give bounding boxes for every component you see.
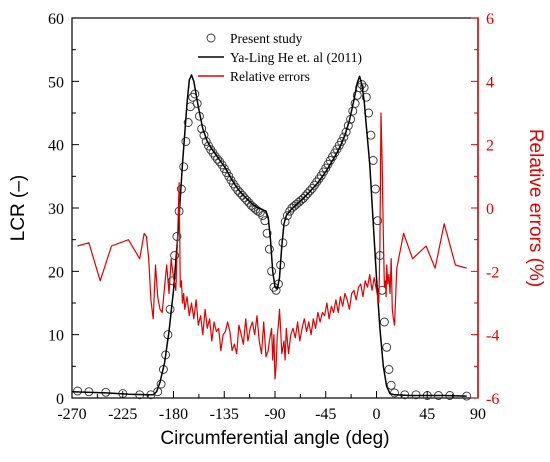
- legend-label: Ya-Ling He et. al (2011): [230, 50, 362, 65]
- y-left-tick-label: 40: [48, 138, 64, 155]
- data-point: [262, 228, 272, 238]
- data-point: [361, 92, 371, 102]
- data-point: [206, 145, 216, 155]
- legend-label: Relative errors: [230, 69, 310, 84]
- x-tick-label: 90: [470, 406, 486, 423]
- y-axis-title-left: LCR (–): [8, 175, 29, 242]
- x-tick-label: -45: [315, 406, 336, 423]
- data-point: [183, 118, 193, 127]
- x-tick-label: 45: [419, 406, 435, 423]
- series-reference-line: [71, 74, 467, 397]
- x-tick-label: -180: [159, 406, 188, 423]
- y-left-tick-label: 20: [48, 264, 64, 281]
- y-right-tick-label: -6: [486, 391, 499, 408]
- data-point: [370, 184, 380, 194]
- data-point: [300, 191, 310, 201]
- data-point: [258, 211, 268, 221]
- data-point: [208, 148, 218, 158]
- x-tick-label: -90: [264, 406, 285, 423]
- data-point: [303, 188, 313, 198]
- x-tick-label: -270: [57, 406, 86, 423]
- data-point: [359, 83, 369, 93]
- data-point: [240, 193, 249, 203]
- data-point: [231, 182, 240, 192]
- data-point: [314, 174, 324, 184]
- legend-swatch-present-study: [206, 33, 216, 43]
- data-point: [390, 388, 399, 398]
- y-right-tick-label: -2: [486, 264, 499, 281]
- series-layer: [71, 74, 472, 401]
- data-point: [233, 185, 243, 195]
- data-point: [179, 162, 189, 172]
- data-point: [282, 211, 292, 221]
- data-point: [73, 386, 83, 396]
- y-left-tick-label: 60: [48, 11, 64, 28]
- data-point: [341, 127, 351, 137]
- y-right-tick-label: 6: [486, 11, 494, 28]
- data-point: [271, 285, 281, 295]
- y-right-tick-label: 2: [486, 138, 494, 155]
- series-relative-errors-line: [77, 112, 467, 380]
- data-point: [312, 177, 322, 187]
- data-point: [310, 180, 319, 190]
- y-right-tick-label: 0: [486, 201, 494, 218]
- data-point: [386, 380, 396, 390]
- data-point: [267, 266, 277, 276]
- x-tick-label: -135: [210, 406, 239, 423]
- y-right-tick-label: 4: [486, 74, 494, 91]
- legend-label: Present study: [230, 31, 303, 46]
- data-point: [339, 132, 349, 142]
- data-point: [244, 198, 254, 208]
- data-point: [235, 188, 245, 198]
- data-point: [242, 195, 252, 205]
- y-axis-title-right: Relative errors (%): [525, 129, 546, 287]
- data-point: [350, 99, 360, 108]
- data-point: [379, 317, 389, 327]
- data-point: [213, 154, 222, 164]
- data-point: [170, 251, 180, 260]
- data-point: [305, 186, 315, 196]
- data-point: [298, 194, 308, 203]
- y-left-tick-label: 10: [48, 328, 64, 345]
- x-tick-label: 0: [373, 406, 381, 423]
- axes-layer: -270 -225 -180 -135 -90 -45 0 45 900102030405060…: [48, 11, 499, 423]
- data-point: [215, 157, 225, 167]
- x-axis-title: Circumferential angle (deg): [160, 428, 389, 449]
- data-point: [228, 179, 238, 189]
- data-point: [307, 183, 317, 193]
- data-point: [181, 137, 191, 146]
- y-right-tick-label: -4: [486, 328, 499, 345]
- x-tick-label: -225: [108, 406, 137, 423]
- y-left-tick-label: 50: [48, 74, 64, 91]
- data-point: [264, 244, 274, 254]
- data-point: [210, 151, 220, 161]
- y-left-tick-label: 30: [48, 201, 64, 218]
- data-point: [384, 365, 394, 374]
- y-left-tick-label: 0: [56, 391, 64, 408]
- data-point: [382, 342, 392, 352]
- data-point: [237, 190, 247, 200]
- data-point: [165, 304, 175, 314]
- data-point: [285, 206, 295, 216]
- data-point: [337, 137, 346, 146]
- legend: Present study Ya-Ling He et. al (2011) Rel…: [198, 31, 362, 84]
